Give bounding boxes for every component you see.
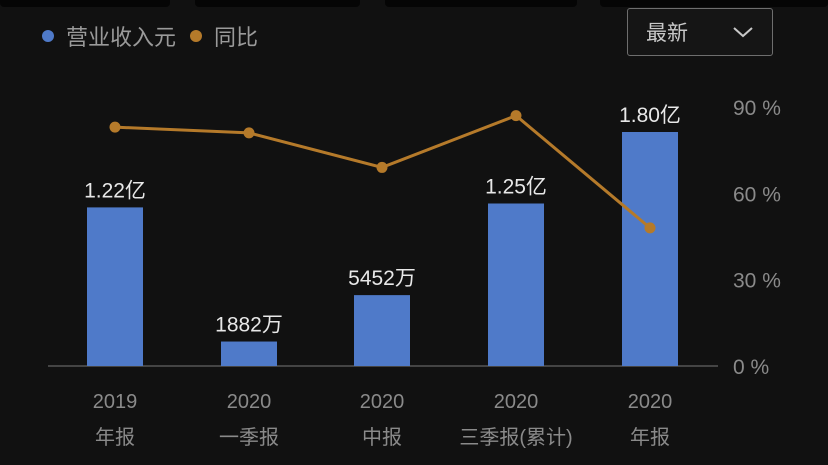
chart-legend: 营业收入元 同比 bbox=[42, 20, 258, 52]
bar-value-label: 5452万 bbox=[348, 267, 416, 290]
legend-item-yoy[interactable]: 同比 bbox=[190, 20, 258, 52]
legend-label-revenue: 营业收入元 bbox=[66, 25, 177, 50]
x-axis-tick-year: 2019 bbox=[93, 391, 138, 413]
x-axis-tick-period: 三季报(累计) bbox=[459, 426, 572, 449]
x-axis-tick-year: 2020 bbox=[494, 391, 539, 413]
revenue-bar bbox=[622, 132, 678, 366]
x-axis-tick-period: 年报 bbox=[95, 426, 135, 449]
x-axis-tick-period: 中报 bbox=[362, 426, 402, 449]
period-select-value: 最新 bbox=[646, 22, 688, 45]
legend-marker-revenue bbox=[42, 30, 54, 42]
bar-value-label: 1.80亿 bbox=[619, 104, 681, 127]
right-axis-tick-label: 90 % bbox=[733, 97, 781, 120]
yoy-point bbox=[243, 127, 255, 139]
yoy-point bbox=[376, 161, 388, 173]
x-axis-tick-year: 2020 bbox=[360, 391, 405, 413]
right-axis-tick-label: 30 % bbox=[733, 270, 781, 293]
revenue-bar bbox=[87, 207, 143, 366]
revenue-bar bbox=[221, 341, 277, 366]
yoy-point bbox=[109, 121, 121, 133]
legend-marker-yoy bbox=[190, 30, 203, 42]
legend-label-yoy: 同比 bbox=[214, 25, 259, 50]
yoy-point bbox=[510, 110, 522, 122]
x-axis-tick-year: 2020 bbox=[227, 391, 272, 413]
legend-item-revenue[interactable]: 营业收入元 bbox=[42, 20, 176, 52]
period-select[interactable]: 最新 bbox=[627, 8, 773, 56]
bar-value-label: 1.25亿 bbox=[485, 176, 547, 199]
right-axis-tick-label: 60 % bbox=[733, 183, 781, 206]
revenue-bar bbox=[488, 203, 544, 366]
bar-value-label: 1882万 bbox=[215, 314, 283, 337]
top-tab-strip bbox=[0, 0, 828, 8]
right-axis-tick-label: 0 % bbox=[733, 356, 769, 379]
x-axis-tick-period: 年报 bbox=[630, 426, 670, 449]
revenue-bar bbox=[354, 295, 410, 366]
bar-value-label: 1.22亿 bbox=[84, 179, 146, 202]
chevron-down-icon bbox=[732, 25, 754, 39]
yoy-point bbox=[644, 222, 656, 234]
x-axis-tick-year: 2020 bbox=[628, 391, 673, 413]
x-axis-tick-period: 一季报 bbox=[219, 426, 279, 449]
